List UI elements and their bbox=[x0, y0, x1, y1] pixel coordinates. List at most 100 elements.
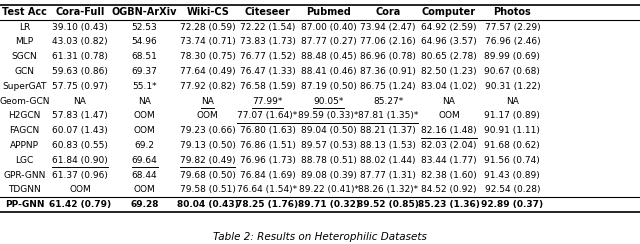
Text: 78.30 (0.75): 78.30 (0.75) bbox=[180, 52, 236, 61]
Text: 76.86 (1.51): 76.86 (1.51) bbox=[239, 141, 296, 150]
Text: 52.53: 52.53 bbox=[132, 23, 157, 31]
Text: 89.59 (0.33)*: 89.59 (0.33)* bbox=[298, 112, 359, 121]
Text: Table 2: Results on Heterophilic Datasets: Table 2: Results on Heterophilic Dataset… bbox=[213, 232, 427, 242]
Text: OOM: OOM bbox=[69, 185, 91, 194]
Text: OOM: OOM bbox=[438, 112, 460, 121]
Text: 90.67 (0.68): 90.67 (0.68) bbox=[484, 67, 540, 76]
Text: 88.13 (1.53): 88.13 (1.53) bbox=[360, 141, 416, 150]
Text: 88.78 (0.51): 88.78 (0.51) bbox=[301, 156, 356, 165]
Text: 77.57 (2.29): 77.57 (2.29) bbox=[484, 23, 540, 31]
Text: 89.22 (0.41)*: 89.22 (0.41)* bbox=[299, 185, 358, 194]
Text: Cora-Full: Cora-Full bbox=[55, 7, 105, 17]
Text: 89.57 (0.53): 89.57 (0.53) bbox=[301, 141, 356, 150]
Text: OOM: OOM bbox=[197, 112, 218, 121]
Text: 69.37: 69.37 bbox=[132, 67, 157, 76]
Text: 83.04 (1.02): 83.04 (1.02) bbox=[421, 82, 477, 91]
Text: 89.52 (0.85): 89.52 (0.85) bbox=[357, 200, 419, 209]
Text: NA: NA bbox=[74, 97, 86, 106]
Text: 87.00 (0.40): 87.00 (0.40) bbox=[301, 23, 356, 31]
Text: 61.42 (0.79): 61.42 (0.79) bbox=[49, 200, 111, 209]
Text: MLP: MLP bbox=[15, 37, 34, 46]
Text: 87.36 (0.91): 87.36 (0.91) bbox=[360, 67, 416, 76]
Text: 82.16 (1.48): 82.16 (1.48) bbox=[421, 126, 477, 135]
Text: 68.44: 68.44 bbox=[132, 171, 157, 180]
Text: 76.80 (1.63): 76.80 (1.63) bbox=[239, 126, 296, 135]
Text: 69.64: 69.64 bbox=[132, 156, 157, 165]
Text: 77.64 (0.49): 77.64 (0.49) bbox=[180, 67, 236, 76]
Text: Geom-GCN: Geom-GCN bbox=[0, 97, 50, 106]
Text: Cora: Cora bbox=[376, 7, 401, 17]
Text: 88.41 (0.46): 88.41 (0.46) bbox=[301, 67, 356, 76]
Text: Pubmed: Pubmed bbox=[306, 7, 351, 17]
Text: 76.84 (1.69): 76.84 (1.69) bbox=[239, 171, 296, 180]
Text: 60.83 (0.55): 60.83 (0.55) bbox=[52, 141, 108, 150]
Text: 90.31 (1.22): 90.31 (1.22) bbox=[484, 82, 540, 91]
Text: 79.23 (0.66): 79.23 (0.66) bbox=[180, 126, 236, 135]
Text: SuperGAT: SuperGAT bbox=[3, 82, 47, 91]
Text: PP-GNN: PP-GNN bbox=[5, 200, 44, 209]
Text: 39.10 (0.43): 39.10 (0.43) bbox=[52, 23, 108, 31]
Text: 87.77 (1.31): 87.77 (1.31) bbox=[360, 171, 416, 180]
Text: LGC: LGC bbox=[15, 156, 34, 165]
Text: 80.04 (0.43): 80.04 (0.43) bbox=[177, 200, 239, 209]
Text: H2GCN: H2GCN bbox=[8, 112, 41, 121]
Text: 72.28 (0.59): 72.28 (0.59) bbox=[180, 23, 236, 31]
Text: 88.26 (1.32)*: 88.26 (1.32)* bbox=[358, 185, 418, 194]
Text: 86.75 (1.24): 86.75 (1.24) bbox=[360, 82, 416, 91]
Text: 88.48 (0.45): 88.48 (0.45) bbox=[301, 52, 356, 61]
Text: 85.27*: 85.27* bbox=[373, 97, 403, 106]
Text: TDGNN: TDGNN bbox=[8, 185, 41, 194]
Text: 80.65 (2.78): 80.65 (2.78) bbox=[421, 52, 477, 61]
Text: 64.92 (2.59): 64.92 (2.59) bbox=[421, 23, 477, 31]
Text: 91.68 (0.62): 91.68 (0.62) bbox=[484, 141, 540, 150]
Text: 76.96 (2.46): 76.96 (2.46) bbox=[484, 37, 540, 46]
Text: OOM: OOM bbox=[134, 112, 156, 121]
Text: 87.19 (0.50): 87.19 (0.50) bbox=[301, 82, 356, 91]
Text: 91.43 (0.89): 91.43 (0.89) bbox=[484, 171, 540, 180]
Text: 85.23 (1.36): 85.23 (1.36) bbox=[418, 200, 480, 209]
Text: 90.05*: 90.05* bbox=[314, 97, 344, 106]
Text: 69.2: 69.2 bbox=[134, 141, 155, 150]
Text: 88.02 (1.44): 88.02 (1.44) bbox=[360, 156, 416, 165]
Text: 59.63 (0.86): 59.63 (0.86) bbox=[52, 67, 108, 76]
Text: LR: LR bbox=[19, 23, 30, 31]
Text: 76.58 (1.59): 76.58 (1.59) bbox=[239, 82, 296, 91]
Text: 77.06 (2.16): 77.06 (2.16) bbox=[360, 37, 416, 46]
Text: OOM: OOM bbox=[134, 126, 156, 135]
Text: Computer: Computer bbox=[422, 7, 476, 17]
Text: 73.83 (1.73): 73.83 (1.73) bbox=[239, 37, 296, 46]
Text: 92.54 (0.28): 92.54 (0.28) bbox=[484, 185, 540, 194]
Text: 73.94 (2.47): 73.94 (2.47) bbox=[360, 23, 416, 31]
Text: 69.28: 69.28 bbox=[131, 200, 159, 209]
Text: 57.83 (1.47): 57.83 (1.47) bbox=[52, 112, 108, 121]
Text: Wiki-CS: Wiki-CS bbox=[186, 7, 229, 17]
Text: 79.13 (0.50): 79.13 (0.50) bbox=[180, 141, 236, 150]
Text: 79.68 (0.50): 79.68 (0.50) bbox=[180, 171, 236, 180]
Text: 68.51: 68.51 bbox=[132, 52, 157, 61]
Text: 83.44 (1.77): 83.44 (1.77) bbox=[421, 156, 477, 165]
Text: 73.74 (0.71): 73.74 (0.71) bbox=[180, 37, 236, 46]
Text: Test Acc: Test Acc bbox=[2, 7, 47, 17]
Text: FAGCN: FAGCN bbox=[10, 126, 40, 135]
Text: 89.99 (0.69): 89.99 (0.69) bbox=[484, 52, 540, 61]
Text: OGBN-ArXiv: OGBN-ArXiv bbox=[112, 7, 177, 17]
Text: Photos: Photos bbox=[493, 7, 531, 17]
Text: 91.17 (0.89): 91.17 (0.89) bbox=[484, 112, 540, 121]
Text: 77.92 (0.82): 77.92 (0.82) bbox=[180, 82, 236, 91]
Text: 92.89 (0.37): 92.89 (0.37) bbox=[481, 200, 543, 209]
Text: 54.96: 54.96 bbox=[132, 37, 157, 46]
Text: 82.03 (2.04): 82.03 (2.04) bbox=[421, 141, 477, 150]
Text: 61.84 (0.90): 61.84 (0.90) bbox=[52, 156, 108, 165]
Text: 76.77 (1.52): 76.77 (1.52) bbox=[239, 52, 296, 61]
Text: 82.50 (1.23): 82.50 (1.23) bbox=[421, 67, 477, 76]
Text: 88.21 (1.37): 88.21 (1.37) bbox=[360, 126, 416, 135]
Text: NA: NA bbox=[506, 97, 519, 106]
Text: 90.91 (1.11): 90.91 (1.11) bbox=[484, 126, 540, 135]
Text: 61.31 (0.78): 61.31 (0.78) bbox=[52, 52, 108, 61]
Text: 43.03 (0.82): 43.03 (0.82) bbox=[52, 37, 108, 46]
Text: 82.38 (1.60): 82.38 (1.60) bbox=[421, 171, 477, 180]
Text: 87.77 (0.27): 87.77 (0.27) bbox=[301, 37, 356, 46]
Text: 64.96 (3.57): 64.96 (3.57) bbox=[421, 37, 477, 46]
Text: 91.56 (0.74): 91.56 (0.74) bbox=[484, 156, 540, 165]
Text: 89.71 (0.32): 89.71 (0.32) bbox=[298, 200, 360, 209]
